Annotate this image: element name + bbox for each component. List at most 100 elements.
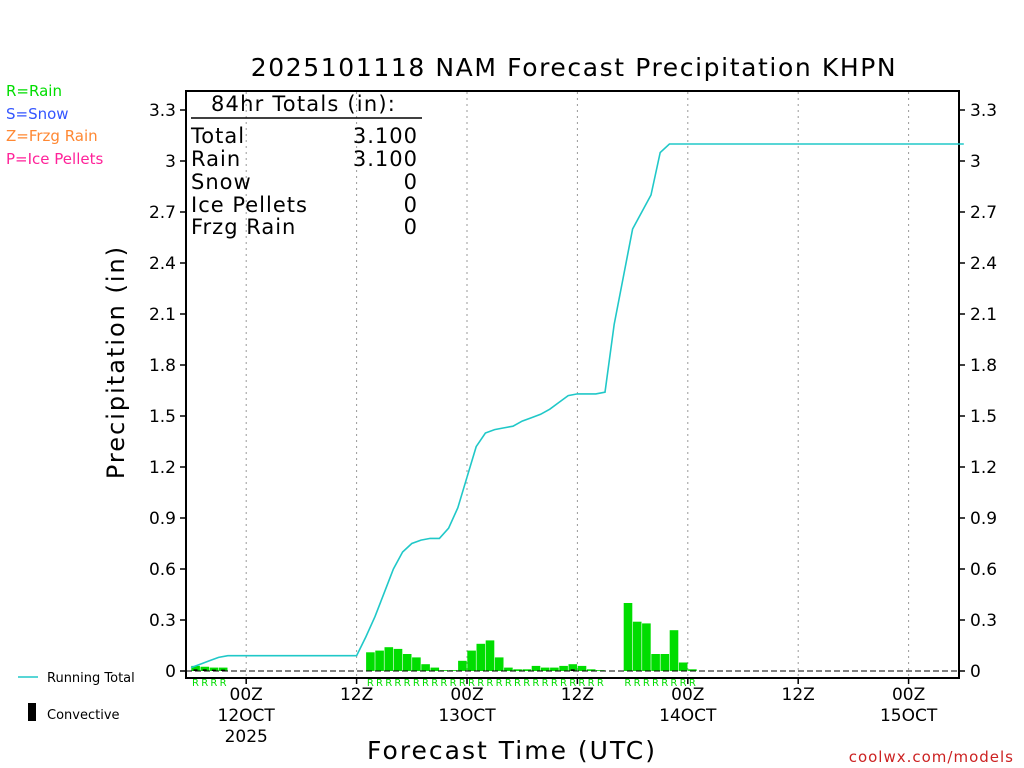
totals-row-label: Frzg Rain: [191, 215, 296, 239]
x-tick-date: 15OCT: [880, 706, 938, 726]
precip-bar: [200, 666, 210, 671]
x-tick-label: 00Z: [230, 685, 263, 705]
x-tick-label: 00Z: [671, 685, 704, 705]
y-tick-label: 1.5: [149, 407, 176, 427]
precip-bar: [531, 665, 541, 671]
convective-bar: [211, 669, 216, 671]
running-total-legend-label: Running Total: [47, 671, 135, 686]
precip-bar: [375, 650, 384, 671]
precip-bar: [504, 667, 513, 671]
rain-type-marker: R: [569, 678, 576, 689]
legend-ice-pellets: P=Ice Pellets: [6, 150, 103, 168]
precip-bar: [412, 657, 421, 671]
x-tick-label: 12Z: [340, 685, 373, 705]
precip-bar: [191, 665, 200, 671]
totals-header: 84hr Totals (in):: [211, 92, 396, 116]
y-tick-label-right: 0.9: [970, 509, 997, 529]
totals-row-value: 3.100: [353, 124, 418, 148]
y-tick-label-right: 2.7: [970, 203, 997, 223]
x-axis-label: Forecast Time (UTC): [367, 736, 657, 765]
y-tick-label-right: 0.6: [970, 560, 997, 580]
y-tick-label-right: 1.8: [970, 356, 997, 376]
rain-type-marker: R: [192, 678, 199, 689]
rain-type-marker: R: [450, 678, 457, 689]
rain-type-marker: R: [201, 678, 208, 689]
y-tick-label-right: 0.3: [970, 611, 997, 631]
rain-type-marker: R: [505, 678, 512, 689]
rain-type-marker: R: [578, 678, 585, 689]
x-tick-label: 00Z: [450, 685, 483, 705]
y-tick-label: 0.6: [149, 560, 176, 580]
chart-title: 2025101118 NAM Forecast Precipitation KH…: [251, 53, 897, 82]
convective-bar: [202, 669, 207, 671]
rain-type-marker: R: [643, 678, 650, 689]
precip-bar: [467, 650, 476, 671]
rain-type-marker: R: [220, 678, 227, 689]
totals-row-label: Snow: [191, 170, 252, 194]
rain-type-marker: R: [689, 678, 696, 689]
legend-frzg-rain: Z=Frzg Rain: [6, 127, 98, 145]
convective-legend-swatch: [28, 703, 36, 721]
totals-row-label: Rain: [191, 147, 241, 171]
x-tick-label: 12Z: [561, 685, 594, 705]
precip-bar: [513, 669, 522, 671]
y-tick-label: 2.4: [149, 254, 176, 274]
y-tick-label: 0.9: [149, 509, 176, 529]
rain-type-marker: R: [597, 678, 604, 689]
rain-type-marker: R: [413, 678, 420, 689]
x-tick-date: 13OCT: [438, 706, 496, 726]
precip-bar: [218, 667, 228, 671]
precip-bar: [586, 669, 596, 671]
totals-row-value: 0: [404, 170, 418, 194]
y-tick-label-right: 3.3: [970, 101, 997, 121]
x-tick-year: 2025: [225, 727, 268, 747]
rain-type-marker: R: [661, 678, 668, 689]
rain-type-marker: R: [523, 678, 530, 689]
running-total-line: [190, 143, 964, 669]
precip-bar: [485, 640, 495, 671]
precip-bar: [458, 660, 467, 671]
credit-text: coolwx.com/models: [849, 748, 1014, 766]
convective-bar: [570, 669, 575, 671]
x-tick-label: 12Z: [782, 685, 815, 705]
rain-type-marker: R: [588, 678, 595, 689]
precip-bar: [421, 664, 430, 671]
y-tick-label-right: 2.1: [970, 305, 997, 325]
precip-bar: [568, 664, 578, 671]
rain-type-marker: R: [468, 678, 475, 689]
totals-row-value: 0: [404, 193, 418, 217]
y-tick-label: 3: [165, 152, 176, 172]
totals-row-label: Ice Pellets: [191, 193, 308, 217]
rain-type-marker: R: [404, 678, 411, 689]
rain-type-marker: R: [486, 678, 493, 689]
y-axis: 0 00.3 0.30.6 0.60.9 0.91.2 1.21.5 1.51.8 1.82.…: [149, 101, 997, 682]
totals-row-label: Total: [190, 124, 245, 148]
rain-type-marker: R: [376, 678, 383, 689]
precip-bar: [494, 657, 504, 671]
rain-type-marker: R: [496, 678, 503, 689]
y-tick-label: 3.3: [149, 101, 176, 121]
precip-bar: [669, 630, 679, 671]
plot-frame: [185, 90, 960, 679]
precip-bar: [660, 654, 670, 671]
y-axis-label: Precipitation (in): [102, 245, 130, 479]
rain-type-marker: R: [431, 678, 438, 689]
legend-rain: R=Rain: [6, 82, 62, 100]
convective-bar: [221, 669, 226, 671]
rain-type-marker: R: [385, 678, 392, 689]
rain-type-marker: R: [210, 678, 217, 689]
x-tick-date: 14OCT: [659, 706, 717, 726]
totals-box: 84hr Totals (in): Total 3.100 Rain 3.100…: [190, 92, 422, 239]
rain-type-marker: R: [670, 678, 677, 689]
grid-lines: [245, 92, 910, 677]
precip-bar: [448, 670, 458, 671]
precip-bar: [651, 654, 660, 671]
rain-type-marker: R: [440, 678, 447, 689]
precip-bar: [384, 647, 394, 671]
precip-bar: [476, 643, 486, 671]
precip-bar: [366, 652, 375, 671]
y-tick-label-right: 0: [970, 662, 981, 682]
